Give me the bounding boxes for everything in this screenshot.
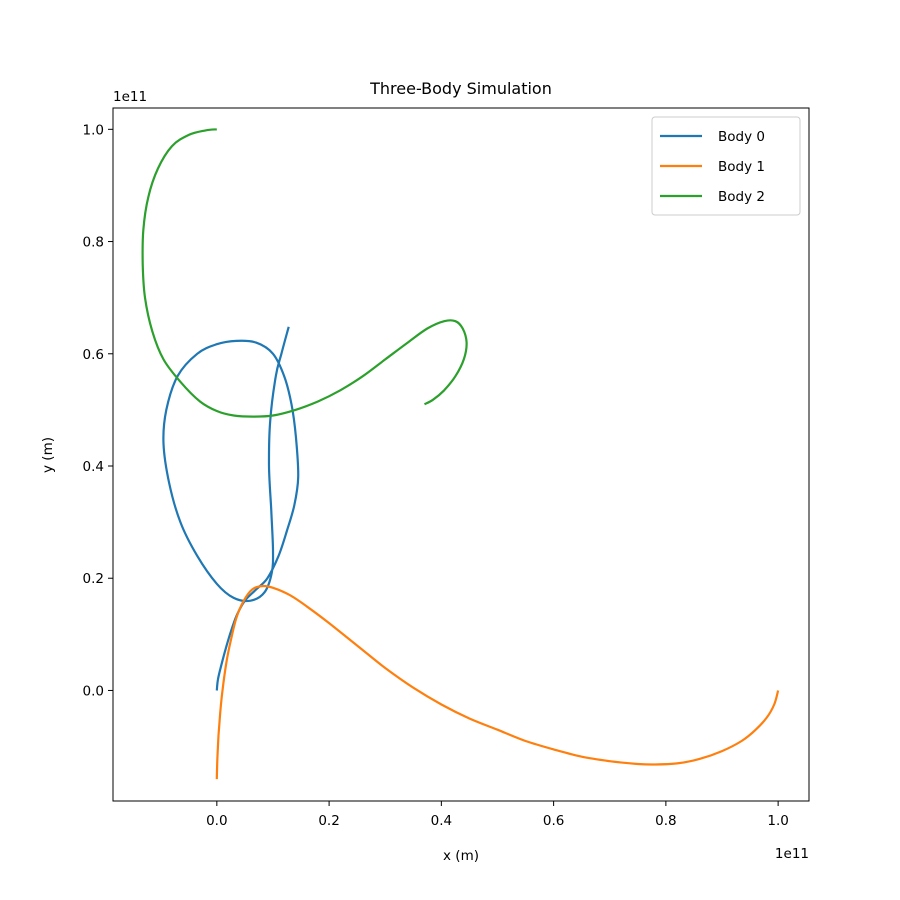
ticks-layer: 0.0 0.2 0.4 0.6 0.8 1.0 0.0 0.2 0.4 0.6 0.8 1.0 xyxy=(83,122,789,829)
chart-title: Three-Body Simulation xyxy=(369,79,552,98)
legend-label: Body 1 xyxy=(718,159,765,175)
y-tick-label: 1.0 xyxy=(83,122,104,138)
x-tick-label: 0.2 xyxy=(318,813,339,829)
series-line-body-1 xyxy=(215,584,780,780)
x-tick-label: 0.8 xyxy=(655,813,676,829)
legend-label: Body 2 xyxy=(718,189,765,205)
x-tick-label: 0.4 xyxy=(431,813,452,829)
y-tick-label: 0.0 xyxy=(83,683,104,699)
x-tick-label: 0.6 xyxy=(543,813,564,829)
x-axis-label: x (m) xyxy=(443,848,479,864)
plot-frame xyxy=(112,107,810,802)
y-tick-label: 0.4 xyxy=(83,459,104,475)
series-line-body-2 xyxy=(141,128,468,418)
y-axis-label: y (m) xyxy=(40,437,56,473)
legend-frame xyxy=(651,116,801,216)
y-tick-label: 0.8 xyxy=(83,235,104,251)
x-tick-label: 1.0 xyxy=(767,813,788,829)
y-tick-label: 0.2 xyxy=(83,571,104,587)
legend-label: Body 0 xyxy=(718,129,765,145)
legend: Body 0 Body 1 Body 2 xyxy=(651,116,801,216)
y-tick-label: 0.6 xyxy=(83,347,104,363)
series-layer xyxy=(141,128,780,780)
y-offset-text: 1e11 xyxy=(113,89,147,105)
series-line-body-0 xyxy=(162,326,300,691)
x-offset-text: 1e11 xyxy=(775,846,809,862)
x-tick-label: 0.0 xyxy=(206,813,227,829)
